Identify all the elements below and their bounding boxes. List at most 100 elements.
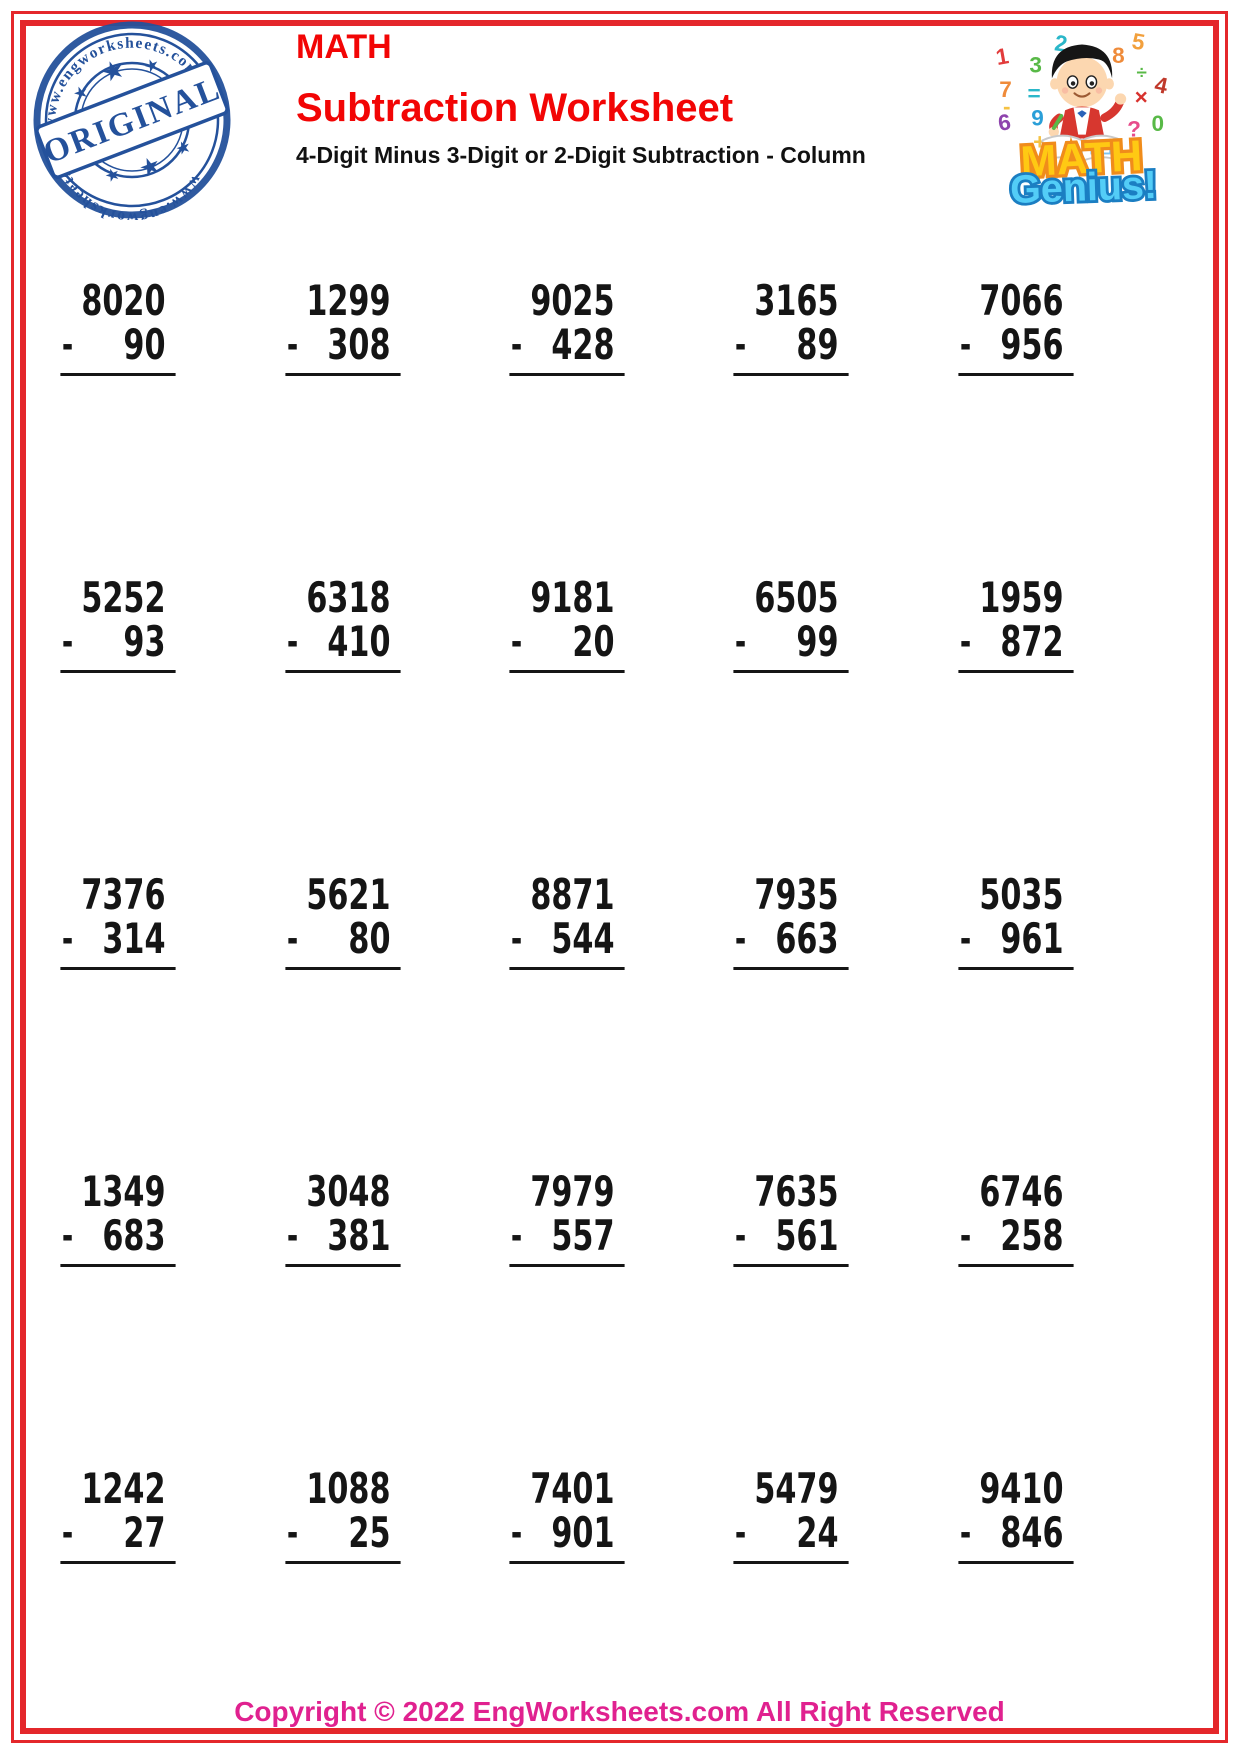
subtrahend: 846	[1000, 1507, 1064, 1557]
minuend: 7401	[530, 1464, 615, 1513]
minuend: 5035	[979, 870, 1064, 919]
minuend: 3048	[305, 1167, 391, 1216]
minus-sign: -	[959, 1213, 971, 1258]
subtrahend: 428	[551, 319, 615, 369]
svg-text:=: =	[1027, 81, 1040, 106]
minuend: 6318	[305, 573, 391, 622]
svg-text:★: ★	[135, 151, 165, 184]
minus-sign: -	[286, 1213, 298, 1258]
subtrahend-line: - 25	[284, 1507, 401, 1564]
subtrahend-line: - 93	[60, 619, 176, 673]
subtrahend-line: - 27	[60, 1510, 176, 1564]
subtraction-problem: 5479 - 24	[733, 1464, 849, 1564]
minus-sign: -	[959, 619, 971, 664]
minuend: 5479	[754, 1464, 839, 1513]
subtrahend-line: - 410	[284, 616, 401, 673]
subtraction-problem: 7376 - 314	[60, 873, 176, 970]
subtrahend: 544	[551, 913, 615, 963]
subtrahend-line: - 99	[733, 616, 849, 673]
subtraction-problem: 9181 - 20	[509, 573, 625, 673]
minus-sign: -	[510, 916, 523, 961]
subtrahend: 683	[102, 1210, 166, 1260]
minuend: 1349	[81, 1167, 166, 1216]
copyright-text: Copyright © 2022 EngWorksheets.com All R…	[234, 1696, 1005, 1727]
subtraction-problem: 1242 - 27	[60, 1467, 176, 1564]
minuend: 9181	[530, 573, 615, 622]
page-title: MATH	[296, 28, 392, 66]
subtraction-problem: 1959 - 872	[958, 576, 1074, 673]
minus-sign: -	[735, 1510, 747, 1555]
minus-sign: -	[510, 322, 523, 367]
svg-text:×: ×	[1135, 85, 1148, 110]
minus-sign: -	[959, 1510, 971, 1555]
header: MATH Subtraction Worksheet 4-Digit Minus…	[296, 30, 866, 167]
subtrahend-line: - 961	[958, 913, 1074, 970]
subtraction-problem: 1349 - 683	[60, 1167, 176, 1267]
minus-sign: -	[510, 1510, 523, 1555]
logo-word-math: MATH	[1019, 132, 1143, 186]
subtrahend: 557	[551, 1210, 615, 1260]
minus-sign: -	[62, 1213, 74, 1258]
minuend: 5621	[305, 870, 391, 919]
subtraction-problem: 7935 - 663	[733, 873, 849, 970]
minus-sign: -	[510, 619, 523, 664]
minuend: 7635	[754, 1167, 839, 1216]
subtrahend: 89	[796, 319, 839, 369]
minus-sign: -	[62, 322, 74, 367]
minuend: 8020	[81, 276, 166, 325]
subtraction-problem: 9410 - 846	[958, 1467, 1074, 1564]
subtraction-problem: 5035 - 961	[958, 870, 1074, 970]
subtraction-problem: 7401 - 901	[509, 1464, 625, 1564]
subtraction-problem: 1088 - 25	[284, 1467, 401, 1564]
svg-text:-: -	[1003, 94, 1011, 119]
boy-cartoon-icon	[1041, 44, 1127, 163]
subtrahend: 381	[326, 1210, 391, 1260]
problems-grid: 8020 - 90 1299 - 308 9025 - 428 3165 -	[6, 276, 1128, 1754]
minus-sign: -	[735, 322, 747, 367]
svg-text:1: 1	[994, 43, 1011, 70]
subtrahend-line: - 314	[60, 913, 176, 970]
minus-sign: -	[62, 1510, 74, 1555]
subtrahend: 24	[796, 1507, 839, 1557]
logo-word-genius: Genius!	[1009, 163, 1157, 208]
subtrahend: 961	[1000, 913, 1064, 963]
subtraction-problem: 8020 - 90	[60, 276, 176, 376]
minus-sign: -	[62, 619, 74, 664]
subtrahend: 314	[102, 913, 166, 963]
subtraction-problem: 3048 - 381	[284, 1167, 401, 1267]
svg-text:★: ★	[97, 52, 130, 88]
svg-text:★: ★	[141, 54, 162, 77]
subtrahend-line: - 308	[284, 322, 401, 376]
svg-text:5: 5	[1130, 29, 1147, 56]
minuend: 1299	[305, 276, 391, 325]
subtraction-problem: 7635 - 561	[733, 1167, 849, 1267]
subtraction-problem: 5621 - 80	[284, 870, 401, 970]
original-stamp: www.engworksheets.com www.engworksheets.…	[25, 7, 232, 226]
subtraction-problem: 7066 - 956	[958, 279, 1074, 376]
minus-sign: -	[959, 916, 971, 961]
minus-sign: -	[286, 916, 298, 961]
svg-text:★: ★	[102, 164, 123, 187]
worksheet-title: Subtraction Worksheet	[296, 86, 734, 130]
subtrahend-line: - 80	[284, 916, 401, 970]
subtrahend: 872	[1000, 616, 1064, 666]
subtrahend: 956	[1000, 319, 1064, 369]
subtraction-problem: 7979 - 557	[509, 1170, 625, 1267]
subtrahend: 25	[348, 1507, 391, 1557]
subtrahend: 410	[326, 616, 391, 666]
subtrahend-line: - 872	[958, 616, 1074, 673]
svg-text:8: 8	[1112, 43, 1125, 68]
minuend: 6746	[979, 1167, 1064, 1216]
svg-text:★: ★	[173, 136, 194, 159]
subtrahend-line: - 258	[958, 1213, 1074, 1267]
math-genius-logo: 2 1 3 7 = 9 6 + - 5 8 ÷ 4 × 0 ?	[988, 20, 1176, 215]
subtraction-problem: 6746 - 258	[958, 1167, 1074, 1267]
subtrahend: 663	[775, 913, 839, 963]
subtrahend-line: - 381	[284, 1210, 401, 1267]
subtraction-problem: 5252 - 93	[60, 576, 176, 673]
subtrahend: 99	[796, 616, 839, 666]
subtrahend-line: - 846	[958, 1507, 1074, 1564]
minus-sign: -	[959, 322, 971, 367]
minus-sign: -	[62, 916, 74, 961]
minus-sign: -	[286, 322, 298, 367]
